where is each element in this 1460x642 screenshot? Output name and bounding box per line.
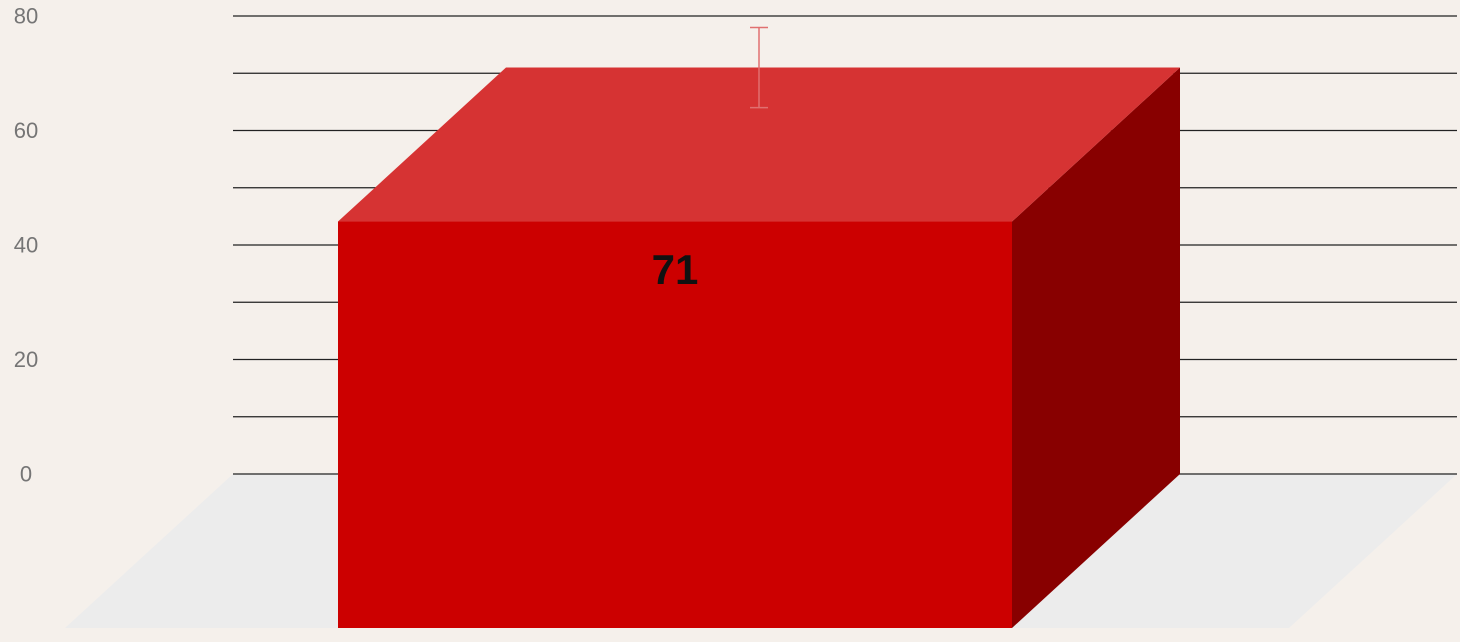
y-tick-label: 80 — [14, 4, 38, 29]
y-tick-label: 60 — [14, 118, 38, 143]
error-bars — [750, 26, 768, 109]
y-axis-tick-labels: 0 20 40 60 80 — [14, 4, 38, 487]
data-label: 71 — [652, 246, 699, 293]
bars — [338, 67, 1180, 628]
y-tick-label: 0 — [20, 462, 32, 487]
data-labels: 71 — [652, 246, 699, 293]
bar-side-face — [1012, 67, 1180, 628]
y-tick-label: 20 — [14, 347, 38, 372]
bar-top-face — [338, 67, 1180, 222]
y-tick-label: 40 — [14, 233, 38, 258]
bar-front-face — [338, 221, 1012, 628]
